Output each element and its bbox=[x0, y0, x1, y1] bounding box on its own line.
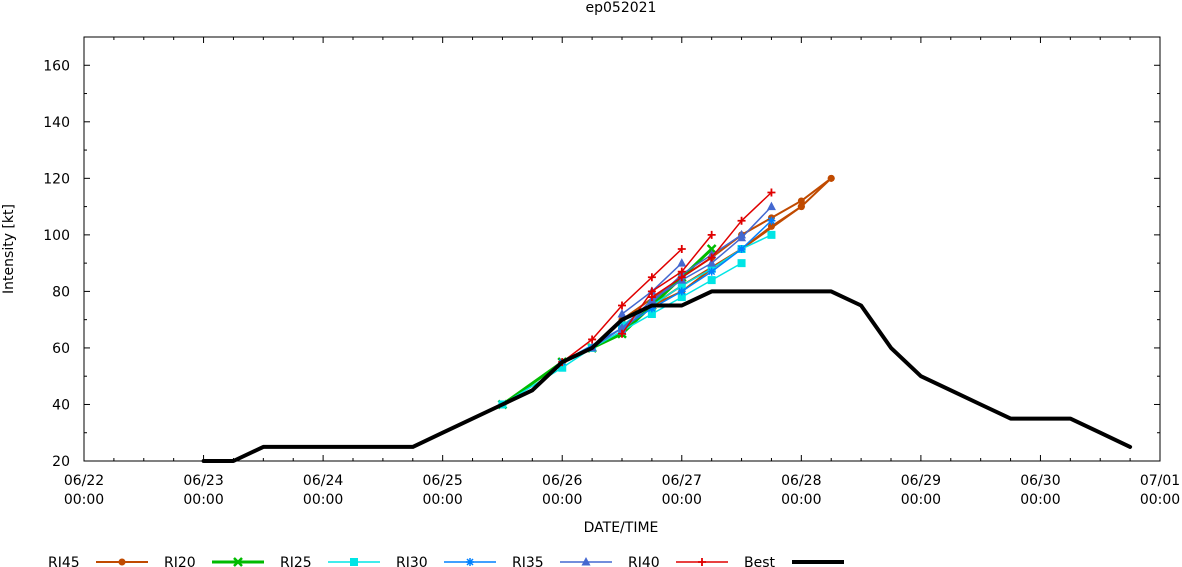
x-tick-label-date: 06/30 bbox=[1020, 473, 1060, 489]
data-point-ri40 bbox=[707, 230, 716, 239]
x-tick-label-time: 00:00 bbox=[183, 492, 223, 508]
data-point-ri35 bbox=[617, 309, 627, 318]
data-point-ri25 bbox=[677, 293, 686, 302]
legend-label-best: Best bbox=[744, 555, 776, 567]
data-point-ri30 bbox=[707, 267, 716, 276]
x-tick-label-time: 00:00 bbox=[422, 492, 462, 508]
x-tick-label-time: 00:00 bbox=[64, 492, 104, 508]
series-ri40 bbox=[558, 188, 776, 367]
x-tick-label-date: 06/27 bbox=[662, 473, 702, 489]
data-point-ri20 bbox=[706, 244, 717, 254]
x-tick-label-time: 00:00 bbox=[1020, 492, 1060, 508]
legend-label-ri35: RI35 bbox=[512, 555, 544, 567]
legend-marker-ri30 bbox=[466, 558, 474, 566]
data-point-ri35 bbox=[766, 201, 776, 211]
data-point-ri25 bbox=[558, 363, 567, 372]
legend-label-ri45: RI45 bbox=[48, 555, 80, 567]
legend-label-ri20: RI20 bbox=[164, 555, 196, 567]
y-tick-label: 140 bbox=[43, 115, 70, 131]
chart-title: ep052021 bbox=[586, 0, 657, 16]
x-axis-ticks: 06/22 00:00 06/23 00:00 06/24 00:00 06/25 00:00… bbox=[64, 37, 1180, 508]
x-tick-label-time: 00:00 bbox=[781, 492, 821, 508]
legend: RI45 RI20 RI25 RI30 RI35 RI40 Best bbox=[48, 555, 844, 567]
data-point-ri45 bbox=[797, 203, 805, 211]
legend-marker-ri45 bbox=[118, 558, 126, 566]
x-tick-label-date: 06/24 bbox=[303, 473, 343, 489]
data-point-ri25 bbox=[647, 310, 656, 319]
data-point-ri45 bbox=[827, 174, 835, 182]
x-axis-label: DATE/TIME bbox=[584, 520, 659, 536]
y-tick-label: 120 bbox=[43, 171, 70, 187]
y-axis-ticks: 20 40 60 80 100 120 140 160 bbox=[43, 58, 1160, 470]
data-point-ri40 bbox=[677, 273, 686, 282]
x-tick-label-date: 06/25 bbox=[422, 473, 462, 489]
x-tick-label-time: 00:00 bbox=[542, 492, 582, 508]
x-tick-label-date: 07/01 bbox=[1140, 473, 1180, 489]
series-best bbox=[201, 289, 1133, 463]
data-point-ri30 bbox=[767, 216, 776, 225]
data-point-ri35 bbox=[707, 258, 717, 267]
data-point-ri30 bbox=[737, 245, 746, 253]
data-point-ri25 bbox=[737, 259, 746, 268]
y-tick-label: 60 bbox=[52, 341, 70, 357]
y-tick-label: 160 bbox=[43, 58, 70, 74]
y-tick-label: 20 bbox=[52, 454, 70, 470]
data-point-ri40 bbox=[588, 335, 597, 344]
legend-marker-ri25 bbox=[350, 558, 358, 566]
legend-label-ri25: RI25 bbox=[280, 555, 312, 567]
series-line-best bbox=[201, 289, 1133, 463]
x-tick-label-date: 06/26 bbox=[542, 473, 582, 489]
data-point-ri25 bbox=[707, 276, 716, 285]
data-point-ri25 bbox=[677, 281, 686, 290]
y-tick-label: 40 bbox=[52, 397, 70, 413]
x-tick-label-time: 00:00 bbox=[303, 492, 343, 508]
data-point-ri30 bbox=[677, 287, 686, 296]
data-point-ri30 bbox=[647, 304, 656, 313]
data-point-ri35 bbox=[677, 258, 687, 267]
series-layer bbox=[201, 174, 1133, 463]
x-tick-label-date: 06/22 bbox=[64, 473, 104, 489]
x-tick-label-time: 00:00 bbox=[901, 492, 941, 508]
legend-marker-ri35 bbox=[581, 557, 591, 566]
legend-marker-ri20 bbox=[233, 557, 243, 567]
data-point-ri40 bbox=[677, 245, 686, 253]
data-point-ri25 bbox=[767, 230, 776, 239]
y-tick-label: 100 bbox=[43, 228, 70, 244]
x-tick-label-time: 00:00 bbox=[1140, 492, 1180, 508]
data-point-ri40 bbox=[618, 329, 626, 338]
y-axis-label: Intensity [kt] bbox=[1, 204, 17, 294]
data-point-ri40 bbox=[767, 188, 776, 197]
legend-marker-ri40 bbox=[698, 558, 706, 566]
plot-frame bbox=[83, 36, 1161, 462]
data-point-ri40 bbox=[707, 253, 716, 262]
x-tick-label-time: 00:00 bbox=[662, 492, 702, 508]
series-line-ri25 bbox=[501, 262, 743, 406]
data-point-ri40 bbox=[647, 293, 656, 302]
x-tick-label-date: 06/29 bbox=[901, 473, 941, 489]
legend-label-ri40: RI40 bbox=[628, 555, 660, 567]
data-point-ri35 bbox=[737, 229, 747, 239]
x-tick-label-date: 06/28 bbox=[781, 473, 821, 489]
data-point-ri40 bbox=[618, 301, 626, 310]
data-point-ri40 bbox=[647, 273, 656, 282]
y-tick-label: 80 bbox=[52, 284, 70, 300]
data-point-ri45 bbox=[797, 197, 805, 205]
legend-label-ri30: RI30 bbox=[396, 555, 428, 567]
x-tick-label-date: 06/23 bbox=[183, 473, 223, 489]
data-point-ri40 bbox=[737, 216, 746, 225]
